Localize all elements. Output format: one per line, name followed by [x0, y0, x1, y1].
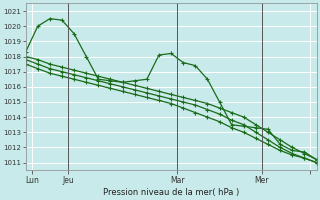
X-axis label: Pression niveau de la mer( hPa ): Pression niveau de la mer( hPa ): [103, 188, 239, 197]
